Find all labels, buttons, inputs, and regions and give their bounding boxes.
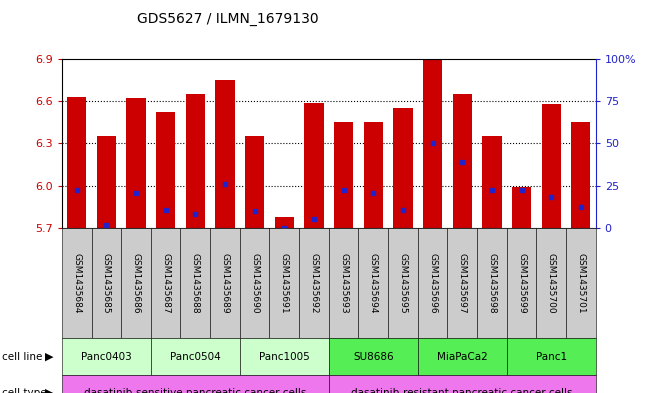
Text: GSM1435684: GSM1435684	[72, 253, 81, 313]
Bar	[423, 59, 442, 228]
Text: GSM1435690: GSM1435690	[250, 253, 259, 313]
Bar	[542, 104, 561, 228]
Bar	[156, 112, 175, 228]
Text: GSM1435695: GSM1435695	[398, 253, 408, 313]
Text: GDS5627 / ILMN_1679130: GDS5627 / ILMN_1679130	[137, 12, 318, 26]
Bar	[275, 217, 294, 228]
Bar	[393, 108, 413, 228]
Text: ▶: ▶	[44, 388, 53, 393]
Bar	[126, 98, 146, 228]
Text: GSM1435691: GSM1435691	[280, 253, 289, 313]
Text: Panc0403: Panc0403	[81, 352, 132, 362]
Text: GSM1435686: GSM1435686	[132, 253, 141, 313]
Text: dasatinib-resistant pancreatic cancer cells: dasatinib-resistant pancreatic cancer ce…	[352, 388, 573, 393]
Bar	[67, 97, 87, 228]
Bar	[334, 122, 353, 228]
Text: GSM1435685: GSM1435685	[102, 253, 111, 313]
Bar	[97, 136, 116, 228]
Text: ▶: ▶	[44, 352, 53, 362]
Text: Panc1: Panc1	[536, 352, 567, 362]
Bar	[245, 136, 264, 228]
Text: GSM1435700: GSM1435700	[547, 253, 556, 313]
Text: GSM1435687: GSM1435687	[161, 253, 170, 313]
Text: GSM1435694: GSM1435694	[368, 253, 378, 313]
Text: GSM1435696: GSM1435696	[428, 253, 437, 313]
Text: GSM1435699: GSM1435699	[517, 253, 526, 313]
Bar	[452, 94, 472, 228]
Text: GSM1435701: GSM1435701	[576, 253, 585, 313]
Text: cell line: cell line	[2, 352, 42, 362]
Text: MiaPaCa2: MiaPaCa2	[437, 352, 488, 362]
Text: dasatinib-sensitive pancreatic cancer cells: dasatinib-sensitive pancreatic cancer ce…	[84, 388, 307, 393]
Bar	[215, 80, 234, 228]
Text: GSM1435698: GSM1435698	[488, 253, 496, 313]
Text: GSM1435688: GSM1435688	[191, 253, 200, 313]
Text: GSM1435689: GSM1435689	[221, 253, 229, 313]
Bar	[304, 103, 324, 228]
Text: GSM1435692: GSM1435692	[309, 253, 318, 313]
Bar	[571, 122, 590, 228]
Bar	[482, 136, 501, 228]
Text: GSM1435693: GSM1435693	[339, 253, 348, 313]
Text: SU8686: SU8686	[353, 352, 394, 362]
Text: Panc0504: Panc0504	[170, 352, 221, 362]
Text: Panc1005: Panc1005	[259, 352, 310, 362]
Text: cell type: cell type	[2, 388, 47, 393]
Bar	[364, 122, 383, 228]
Text: GSM1435697: GSM1435697	[458, 253, 467, 313]
Bar	[186, 94, 205, 228]
Bar	[512, 187, 531, 228]
